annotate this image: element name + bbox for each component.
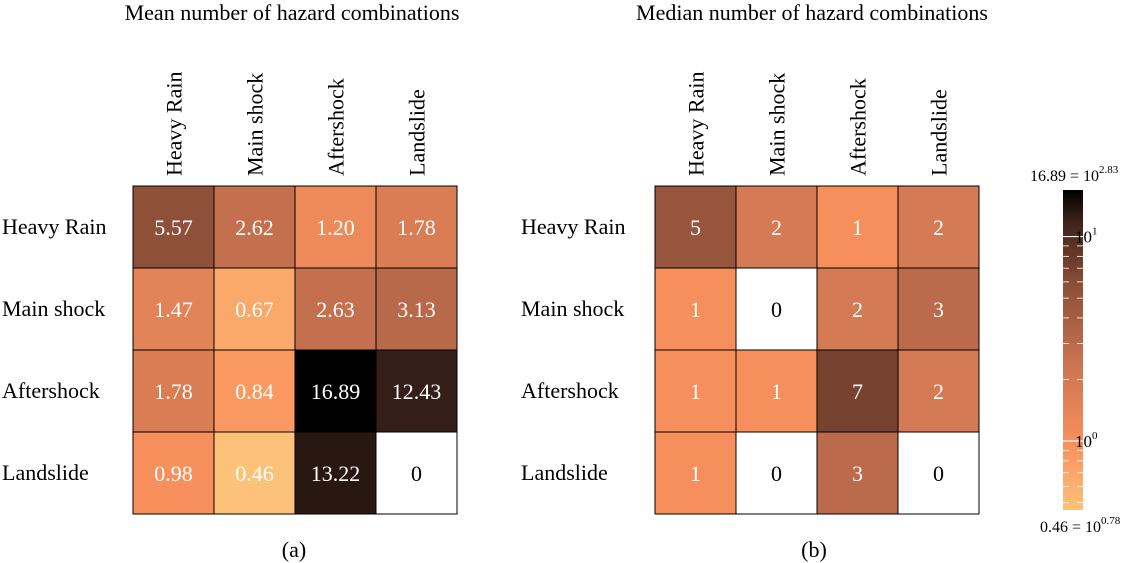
- heatmap-b-cell-value: 5: [690, 215, 701, 240]
- heatmap-a-cell-value: 12.43: [392, 379, 442, 404]
- heatmap-a-cell-value: 5.57: [154, 215, 193, 240]
- heatmap-a-cell-value: 2.62: [235, 215, 274, 240]
- heatmap-b-title: Median number of hazard combinations: [636, 0, 988, 25]
- heatmap-a-cell: [213, 267, 296, 351]
- heatmap-a-cell-value: 16.89: [311, 379, 361, 404]
- heatmap-b-column-label: Landslide: [927, 89, 952, 176]
- heatmap-a-cell-value: 3.13: [397, 297, 436, 322]
- heatmap-a-column-label: Heavy Rain: [162, 72, 187, 176]
- heatmap-a-column-label: Landslide: [405, 89, 430, 176]
- heatmap-a-row-label: Main shock: [2, 296, 105, 321]
- heatmap-b-row-label: Main shock: [521, 296, 624, 321]
- heatmap-b-cell: [735, 185, 818, 269]
- colorbar-minor-ticks: [1063, 245, 1083, 503]
- heatmap-a-cell: [375, 431, 458, 515]
- heatmap-a-cell: [294, 185, 377, 269]
- heatmap-b-cell: [654, 267, 737, 351]
- heatmap-a-cell-value: 0.46: [235, 461, 274, 486]
- heatmap-a-cell-value: 0.67: [235, 297, 274, 322]
- heatmap-a-title: Mean number of hazard combinations: [125, 0, 460, 25]
- heatmap-b-cell-value: 1: [771, 379, 782, 404]
- heatmap-b-cell: [735, 267, 818, 351]
- heatmap-a-row-label: Landslide: [2, 460, 89, 485]
- heatmap-b-cell: [816, 349, 899, 433]
- heatmap-b-row-label: Landslide: [521, 460, 608, 485]
- heatmap-b-cell-value: 0: [933, 461, 944, 486]
- heatmap-a-row-label: Aftershock: [2, 378, 100, 403]
- colorbar-min-label: 0.46 = 100.78: [1040, 515, 1121, 536]
- heatmap-b-column-label: Main shock: [765, 73, 790, 176]
- heatmap-b-column-label: Heavy Rain: [684, 72, 709, 176]
- heatmap-a-panel-label: (a): [282, 537, 306, 562]
- heatmap-b-cell-value: 3: [852, 461, 863, 486]
- heatmap-b-cell: [897, 349, 980, 433]
- heatmap-b-cell-value: 1: [690, 379, 701, 404]
- heatmap-a-column-label: Main shock: [243, 73, 268, 176]
- heatmap-a-cell: [375, 349, 458, 433]
- heatmap-b-cell-value: 2: [771, 215, 782, 240]
- heatmap-b-cell-value: 2: [852, 297, 863, 322]
- heatmap-b-cell-value: 1: [690, 297, 701, 322]
- heatmap-b-cell-value: 0: [771, 461, 782, 486]
- heatmap-b-cell-value: 0: [771, 297, 782, 322]
- heatmap-b-cell: [654, 431, 737, 515]
- heatmap-a-cell: [375, 267, 458, 351]
- heatmap-b-cell: [816, 267, 899, 351]
- heatmap-b-row-label: Aftershock: [521, 378, 619, 403]
- colorbar: 101 100 16.89 = 102.83 0.46 = 100.78: [1030, 164, 1121, 536]
- heatmap-b-column-label: Aftershock: [846, 78, 871, 176]
- colorbar-tick-10-label: 101: [1075, 226, 1098, 247]
- heatmap-b-cell-value: 2: [933, 215, 944, 240]
- heatmap-a-cell: [375, 185, 458, 269]
- heatmap-a-cell: [213, 185, 296, 269]
- heatmap-b-cell: [654, 185, 737, 269]
- heatmap-a-cell-value: 0.98: [154, 461, 193, 486]
- heatmap-b-cell-value: 2: [933, 379, 944, 404]
- heatmap-a-cell: [132, 185, 215, 269]
- heatmap-b-panel-label: (b): [801, 537, 827, 562]
- heatmap-a-cell: [213, 349, 296, 433]
- heatmap-a-cell-value: 0.84: [235, 379, 274, 404]
- heatmap-b-cell: [897, 267, 980, 351]
- heatmap-a-cell-value: 1.78: [154, 379, 193, 404]
- heatmap-b-cell-value: 3: [933, 297, 944, 322]
- heatmap-b-row-label: Heavy Rain: [521, 214, 625, 239]
- heatmap-a-cell: [132, 431, 215, 515]
- heatmap-b-cell-value: 7: [852, 379, 863, 404]
- colorbar-max-label: 16.89 = 102.83: [1030, 164, 1119, 185]
- heatmap-b-cell: [897, 431, 980, 515]
- heatmap-b-cell: [654, 349, 737, 433]
- heatmap-a-cell: [213, 431, 296, 515]
- heatmap-b-cell: [897, 185, 980, 269]
- heatmap-a-row-label: Heavy Rain: [2, 214, 106, 239]
- heatmap-b-cell: [816, 185, 899, 269]
- heatmap-a-cell-value: 1.20: [316, 215, 355, 240]
- heatmap-a-cell-value: 1.78: [397, 215, 436, 240]
- heatmap-b-cell: [816, 431, 899, 515]
- heatmap-a: Heavy Rain Main shock Aftershock Landslide H…: [2, 72, 458, 515]
- heatmap-a-cell-value: 1.47: [154, 297, 193, 322]
- heatmap-b-cell-value: 1: [852, 215, 863, 240]
- heatmap-a-cell-value: 2.63: [316, 297, 355, 322]
- colorbar-tick-1-label: 100: [1075, 430, 1098, 451]
- heatmap-a-column-label: Aftershock: [324, 78, 349, 176]
- heatmap-a-cell: [132, 267, 215, 351]
- colorbar-gradient: [1063, 190, 1083, 510]
- heatmap-a-cell-value: 0: [411, 461, 422, 486]
- heatmap-b: Heavy Rain Main shock Aftershock Landslide H…: [521, 72, 980, 515]
- heatmap-a-cell-value: 13.22: [311, 461, 361, 486]
- heatmap-b-cell-value: 1: [690, 461, 701, 486]
